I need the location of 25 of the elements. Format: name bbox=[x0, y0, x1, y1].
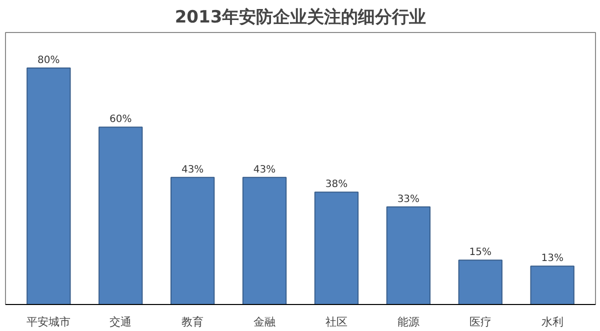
x-tick-label: 医疗 bbox=[469, 316, 492, 328]
bar bbox=[170, 176, 215, 304]
data-label: 43% bbox=[181, 164, 204, 176]
x-tick-label: 教育 bbox=[182, 316, 204, 328]
data-label: 38% bbox=[325, 179, 348, 190]
data-label: 43% bbox=[253, 164, 276, 176]
x-tick-label: 交通 bbox=[110, 316, 132, 328]
x-tick-label: 平安城市 bbox=[26, 316, 71, 328]
bar bbox=[314, 192, 359, 304]
bar bbox=[530, 266, 574, 304]
bar bbox=[386, 206, 431, 304]
data-label: 80% bbox=[38, 54, 60, 66]
data-label: 13% bbox=[541, 253, 564, 264]
data-label: 15% bbox=[469, 247, 492, 258]
x-tick-label: 金融 bbox=[254, 316, 276, 328]
data-label: 33% bbox=[397, 194, 420, 205]
x-tick-label: 能源 bbox=[397, 316, 420, 328]
bar bbox=[458, 260, 502, 304]
data-label: 60% bbox=[110, 114, 132, 126]
bar bbox=[242, 176, 287, 304]
x-tick-label: 社区 bbox=[325, 316, 348, 328]
bar bbox=[98, 126, 143, 304]
chart-title: 2013年安防企业关注的细分行业 bbox=[174, 8, 426, 28]
bar bbox=[26, 67, 71, 304]
x-tick-label: 水利 bbox=[541, 316, 564, 328]
